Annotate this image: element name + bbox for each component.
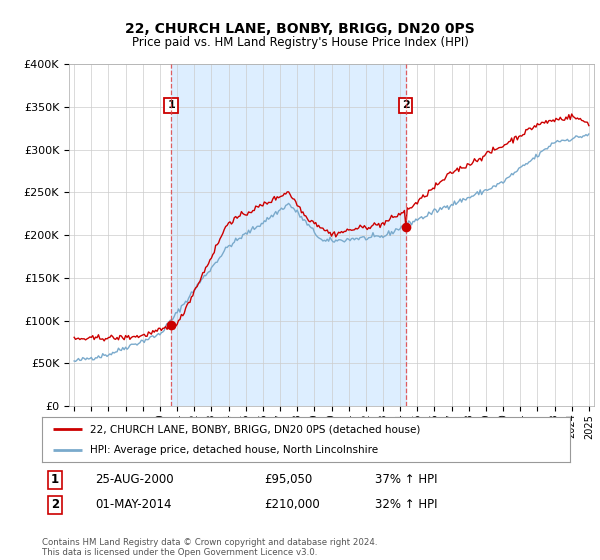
Text: 2: 2	[51, 498, 59, 511]
Text: 32% ↑ HPI: 32% ↑ HPI	[374, 498, 437, 511]
Text: 22, CHURCH LANE, BONBY, BRIGG, DN20 0PS: 22, CHURCH LANE, BONBY, BRIGG, DN20 0PS	[125, 22, 475, 36]
Text: 22, CHURCH LANE, BONBY, BRIGG, DN20 0PS (detached house): 22, CHURCH LANE, BONBY, BRIGG, DN20 0PS …	[89, 424, 420, 435]
Text: 37% ↑ HPI: 37% ↑ HPI	[374, 474, 437, 487]
Text: 2: 2	[402, 100, 410, 110]
Text: £95,050: £95,050	[264, 474, 312, 487]
Text: 01-MAY-2014: 01-MAY-2014	[95, 498, 172, 511]
Text: 1: 1	[51, 474, 59, 487]
Text: Price paid vs. HM Land Registry's House Price Index (HPI): Price paid vs. HM Land Registry's House …	[131, 36, 469, 49]
Bar	[171, 64, 406, 406]
Text: 1: 1	[167, 100, 175, 110]
Text: £210,000: £210,000	[264, 498, 320, 511]
Text: 25-AUG-2000: 25-AUG-2000	[95, 474, 173, 487]
Text: Contains HM Land Registry data © Crown copyright and database right 2024.
This d: Contains HM Land Registry data © Crown c…	[42, 538, 377, 557]
Text: HPI: Average price, detached house, North Lincolnshire: HPI: Average price, detached house, Nort…	[89, 445, 377, 455]
